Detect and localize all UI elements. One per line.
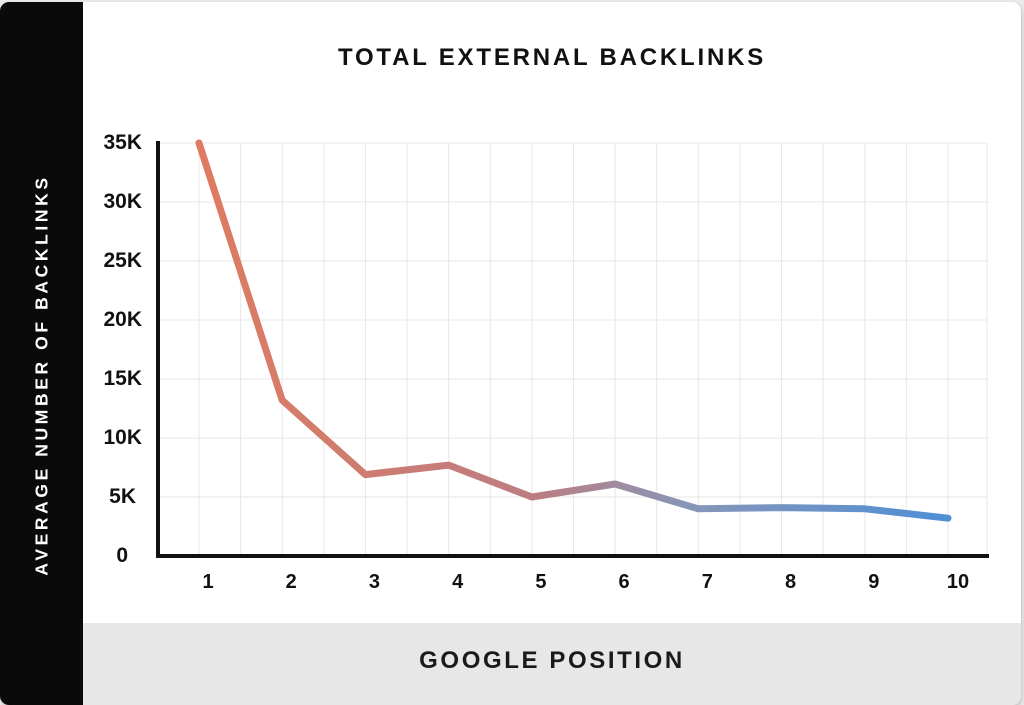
svg-text:5: 5 [535,571,546,593]
svg-text:20K: 20K [103,308,142,331]
svg-text:4: 4 [452,571,464,593]
svg-text:8: 8 [785,571,796,593]
svg-text:3: 3 [369,571,380,593]
svg-text:6: 6 [619,571,630,593]
svg-text:0: 0 [116,544,128,567]
svg-text:1: 1 [202,571,213,593]
svg-text:25K: 25K [103,249,142,272]
svg-text:5K: 5K [109,485,136,508]
svg-text:2: 2 [286,571,297,593]
svg-text:10: 10 [947,571,969,593]
svg-text:10K: 10K [103,426,142,449]
svg-text:35K: 35K [103,131,142,154]
svg-text:30K: 30K [103,190,142,213]
svg-text:9: 9 [868,571,879,593]
svg-text:15K: 15K [103,367,142,390]
svg-text:7: 7 [702,571,713,593]
